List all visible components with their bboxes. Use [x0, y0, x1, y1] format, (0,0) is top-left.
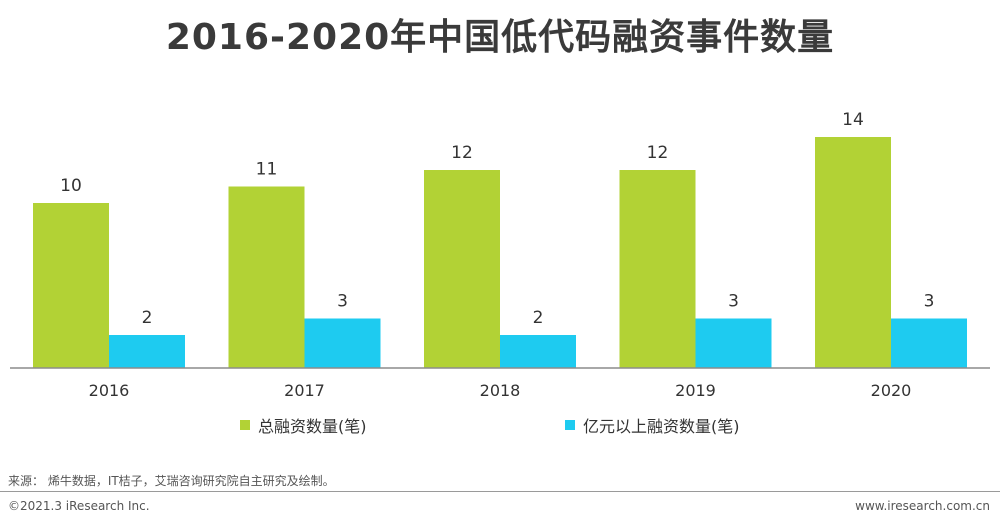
legend: 总融资数量(笔) 亿元以上融资数量(笔) [0, 413, 1000, 437]
copyright: ©2021.3 iResearch Inc. [8, 499, 150, 513]
bar-total-2020 [815, 137, 891, 368]
legend-label-total: 总融资数量(笔) [258, 417, 367, 436]
website-link: www.iresearch.com.cn [855, 499, 990, 513]
legend-swatch-large [565, 420, 575, 430]
x-tick-2017: 2017 [284, 381, 325, 400]
x-tick-2019: 2019 [675, 381, 716, 400]
bar-large-2018 [500, 335, 576, 368]
bar-chart: 10 2 2016 11 3 2017 12 2 2018 12 3 2019 14 3 2020 [10, 110, 990, 400]
data-label-large-2019: 3 [728, 292, 739, 312]
bar-total-2017 [228, 186, 305, 368]
legend-item-total: 总融资数量(笔) [240, 413, 367, 437]
source-note: 来源： 烯牛数据，IT桔子，艾瑞咨询研究院自主研究及绘制。 [8, 474, 335, 488]
data-label-large-2017: 3 [337, 292, 348, 312]
bar-large-2020 [891, 318, 967, 368]
legend-item-large: 亿元以上融资数量(笔) [565, 413, 740, 437]
data-label-total-2016: 10 [60, 176, 82, 196]
bar-total-2016 [33, 203, 109, 368]
data-label-total-2019: 12 [647, 143, 669, 163]
legend-swatch-total [240, 420, 250, 430]
legend-label-large: 亿元以上融资数量(笔) [583, 417, 740, 436]
footer-divider [0, 491, 1000, 492]
data-label-large-2016: 2 [142, 308, 153, 328]
bar-total-2018 [424, 170, 500, 368]
data-label-total-2017: 11 [256, 160, 278, 180]
bar-large-2016 [109, 335, 185, 368]
data-label-total-2018: 12 [451, 143, 473, 163]
x-tick-2016: 2016 [89, 381, 130, 400]
bar-large-2019 [695, 318, 772, 368]
x-tick-2018: 2018 [480, 381, 521, 400]
bar-large-2017 [304, 318, 381, 368]
bar-total-2019 [619, 170, 696, 368]
data-label-large-2020: 3 [924, 292, 935, 312]
chart-title: 2016-2020年中国低代码融资事件数量 [165, 17, 835, 58]
data-label-large-2018: 2 [533, 308, 544, 328]
x-tick-2020: 2020 [871, 381, 912, 400]
data-label-total-2020: 14 [842, 110, 864, 130]
